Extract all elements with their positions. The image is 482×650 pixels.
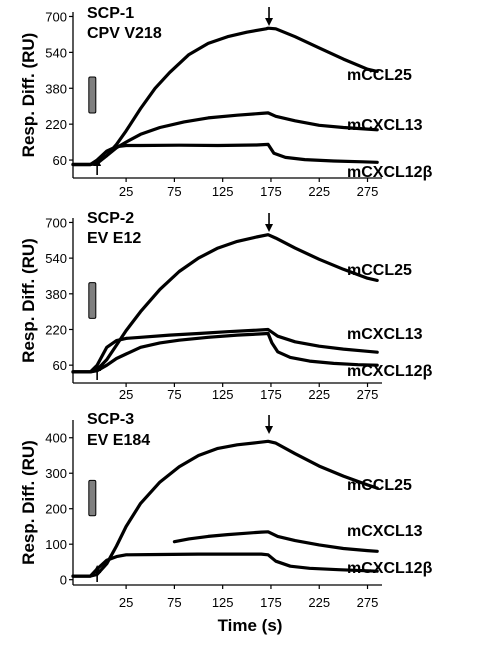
injection-start-arrowhead (93, 158, 102, 166)
y-tick-label: 540 (45, 251, 67, 266)
x-tick-label: 275 (357, 184, 379, 199)
series-label: mCXCL12β (347, 560, 433, 577)
injection-bar (88, 282, 97, 319)
injection-end-arrowhead (265, 426, 274, 434)
y-tick-label: 60 (53, 358, 67, 373)
injection-bar (88, 76, 97, 114)
series-label: mCXCL12β (347, 164, 433, 181)
injection-end-arrowhead (265, 18, 274, 26)
y-tick-label: 200 (45, 502, 67, 517)
y-tick-label: 400 (45, 431, 67, 446)
y-tick-label: 700 (45, 215, 67, 230)
x-tick-label: 75 (167, 595, 181, 610)
injection-start-arrowhead (93, 565, 102, 573)
x-tick-label: 225 (308, 184, 330, 199)
x-tick-label: 125 (212, 387, 234, 402)
x-tick-label: 225 (308, 387, 330, 402)
y-axis-label: Resp. Diff. (RU) (19, 440, 38, 565)
y-axis-label: Resp. Diff. (RU) (19, 33, 38, 158)
panel-label: EV E12 (87, 230, 141, 247)
x-tick-label: 75 (167, 387, 181, 402)
injection-end-arrowhead (265, 224, 274, 232)
injection-bar (88, 479, 97, 517)
x-tick-label: 125 (212, 595, 234, 610)
y-axis-label: Resp. Diff. (RU) (19, 238, 38, 363)
series-label: mCCL25 (347, 477, 412, 494)
series-label: mCXCL13 (347, 326, 423, 343)
x-tick-label: 225 (308, 595, 330, 610)
panel-label: EV E184 (87, 432, 150, 449)
panel-label: SCP-1 (87, 5, 134, 22)
series-line-2 (71, 552, 379, 578)
series-label: mCXCL12β (347, 363, 433, 380)
series-label: mCCL25 (347, 262, 412, 279)
y-tick-label: 700 (45, 9, 67, 24)
series-line-1 (71, 327, 379, 374)
series-line-2 (71, 142, 379, 167)
y-tick-label: 380 (45, 287, 67, 302)
series-label: mCXCL13 (347, 523, 423, 540)
x-tick-label: 275 (357, 387, 379, 402)
series-line-0 (71, 233, 379, 374)
x-tick-label: 175 (260, 387, 282, 402)
x-tick-label: 275 (357, 595, 379, 610)
x-tick-label: 25 (119, 184, 133, 199)
x-tick-label: 175 (260, 595, 282, 610)
y-tick-label: 220 (45, 322, 67, 337)
y-tick-label: 0 (60, 573, 67, 588)
injection-start-arrowhead (93, 363, 102, 371)
panel-label: CPV V218 (87, 25, 162, 42)
y-tick-label: 60 (53, 153, 67, 168)
x-tick-label: 25 (119, 595, 133, 610)
y-tick-label: 380 (45, 81, 67, 96)
x-tick-label: 25 (119, 387, 133, 402)
panel-label: SCP-2 (87, 210, 134, 227)
series-label: mCCL25 (347, 67, 412, 84)
y-tick-label: 300 (45, 466, 67, 481)
panel-label: SCP-3 (87, 411, 134, 428)
series-line-1 (71, 111, 379, 167)
x-axis-label: Time (s) (218, 616, 283, 635)
series-label: mCXCL13 (347, 117, 423, 134)
x-tick-label: 175 (260, 184, 282, 199)
y-tick-label: 100 (45, 537, 67, 552)
y-tick-label: 220 (45, 117, 67, 132)
x-tick-label: 75 (167, 184, 181, 199)
series-line-1 (172, 530, 379, 553)
chart-panel-2: 60 220 380 540 700 25 75 125 175 225 275 Resp. Diff… (19, 210, 433, 402)
chart-panel-3: 0 100 200 300 400 25 75 125 175 225 275 Resp. Diff.… (19, 411, 433, 635)
series-line-2 (71, 331, 379, 374)
x-tick-label: 125 (212, 184, 234, 199)
y-tick-label: 540 (45, 45, 67, 60)
chart-panel-1: 60 220 380 540 700 25 75 125 175 225 275 Resp. Diff… (19, 5, 433, 199)
